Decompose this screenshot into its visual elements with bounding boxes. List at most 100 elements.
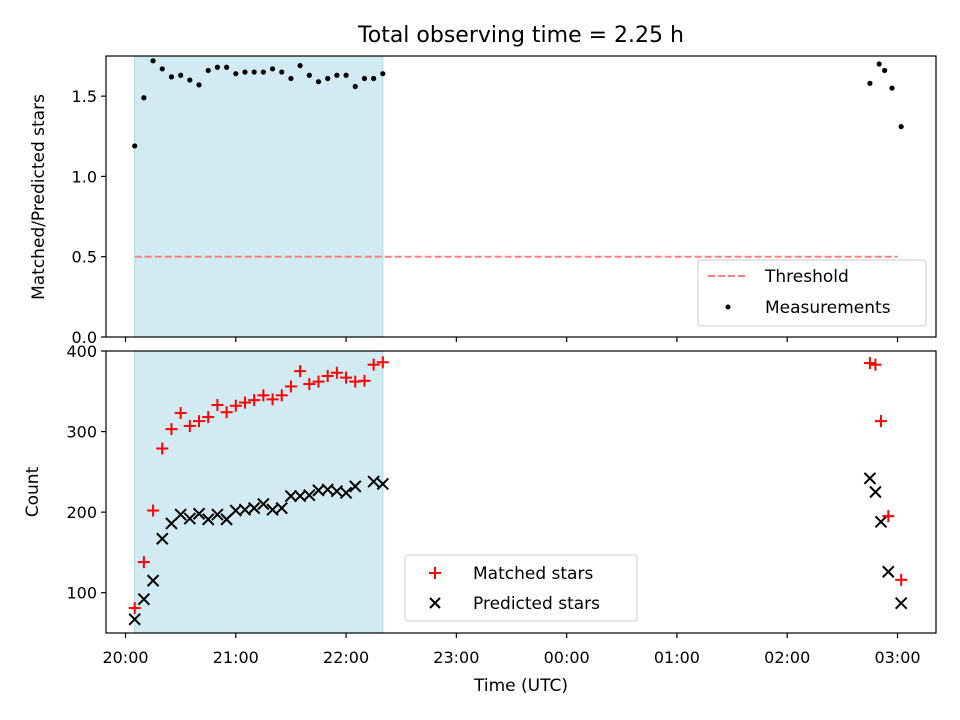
matched-star-point <box>248 394 261 407</box>
matched-star-point <box>193 415 206 428</box>
matched-star-point <box>340 371 353 384</box>
top-ytick-label: 0.5 <box>72 248 97 267</box>
measurement-point <box>876 61 882 67</box>
matched-star-point <box>882 510 895 523</box>
measurement-point <box>168 74 175 80</box>
predicted-star-point <box>367 475 380 488</box>
measurement-point <box>306 72 312 78</box>
xtick-label: 02:00 <box>764 648 810 667</box>
measurement-point <box>251 69 257 75</box>
predicted-star-point <box>156 532 169 545</box>
matched-star-point <box>367 358 380 371</box>
matched-star-point <box>330 366 343 379</box>
measurement-point <box>141 95 147 101</box>
top-ytick-label: 1.5 <box>72 87 97 106</box>
matched-star-point <box>275 389 288 402</box>
predicted-star-point <box>882 565 895 578</box>
xtick-label: 03:00 <box>874 648 920 667</box>
matched-star-point <box>229 399 242 412</box>
matched-star-point <box>220 406 233 419</box>
bottom-ytick-label: 300 <box>66 423 97 442</box>
matched-star-point <box>312 375 325 388</box>
measurement-point <box>882 67 888 74</box>
bottom-ytick-label: 400 <box>66 342 97 361</box>
matched-star-point <box>284 380 297 393</box>
predicted-star-point <box>211 508 224 521</box>
bottom-ylabel: Count <box>23 466 43 517</box>
legend-matched-swatch <box>429 567 441 579</box>
xtick-label: 21:00 <box>213 648 259 667</box>
measurement-point <box>288 75 294 82</box>
measurement-point <box>325 75 331 82</box>
xtick-label: 22:00 <box>323 648 369 667</box>
predicted-star-point <box>376 477 390 491</box>
matched-star-point <box>874 415 887 428</box>
measurement-point <box>205 67 211 74</box>
matched-star-point <box>321 369 334 382</box>
measurement-point <box>361 75 368 82</box>
top-ytick-label: 1.0 <box>72 167 97 186</box>
bottom-ytick-label: 200 <box>66 503 97 522</box>
predicted-star-point <box>137 592 151 606</box>
measurement-point <box>279 69 285 75</box>
matched-star-point <box>257 389 270 402</box>
xtick-label: 00:00 <box>544 648 590 667</box>
measurement-point <box>242 69 248 75</box>
predicted-star-point <box>894 596 908 610</box>
predicted-star-point <box>275 501 288 515</box>
top-legend-frame <box>697 259 927 327</box>
measurement-point <box>867 80 873 86</box>
matched-star-point <box>303 378 316 391</box>
legend-matched-label: Matched stars <box>473 564 593 584</box>
xtick-label: 20:00 <box>102 648 148 667</box>
measurement-point <box>214 64 221 70</box>
observing-interval-shade <box>134 55 384 338</box>
measurement-point <box>343 72 349 78</box>
chart-title: Total observing time = 2.25 h <box>357 23 684 48</box>
measurement-point <box>260 69 266 75</box>
bottom-legend-frame <box>404 554 638 622</box>
matched-star-point <box>174 407 187 420</box>
predicted-star-point <box>183 512 197 525</box>
matched-star-point <box>156 442 169 455</box>
measurement-point <box>196 82 202 88</box>
measurement-point <box>352 83 358 90</box>
predicted-star-point <box>869 485 882 499</box>
bottom-xlabel: Time (UTC) <box>473 676 568 696</box>
bottom-legend: Matched stars Predicted stars <box>404 554 638 622</box>
measurement-point <box>334 72 340 78</box>
matched-star-point <box>183 419 196 432</box>
predicted-star-point <box>202 513 215 526</box>
measurement-point <box>371 75 377 82</box>
predicted-star-point <box>174 508 187 521</box>
measurement-point <box>223 64 230 70</box>
matched-star-point <box>376 356 389 369</box>
predicted-star-point <box>247 501 261 515</box>
top-ytick-label: 0.0 <box>72 328 97 347</box>
matched-star-point <box>202 411 215 424</box>
predicted-star-point <box>303 489 316 502</box>
predicted-star-point <box>192 507 206 520</box>
measurement-point <box>159 66 165 72</box>
matched-star-point <box>358 374 371 387</box>
top-panel: 0.0 0.5 1.0 1.5 Matched/Predicted stars Thr… <box>29 55 937 347</box>
measurement-point <box>315 79 322 85</box>
top-plot-frame <box>105 55 937 338</box>
matched-star-point <box>294 365 307 378</box>
measurement-point <box>898 124 904 130</box>
legend-threshold-label: Threshold <box>764 267 849 287</box>
matched-star-point <box>238 396 251 409</box>
predicted-star-point <box>128 613 141 626</box>
predicted-star-point <box>146 574 160 587</box>
predicted-star-point <box>284 489 298 503</box>
predicted-star-point <box>257 497 270 511</box>
matched-star-point <box>137 556 150 569</box>
bottom-ytick-label: 100 <box>66 584 97 603</box>
predicted-star-point <box>339 486 353 500</box>
matched-star-point <box>863 357 876 370</box>
measurement-point <box>187 77 193 83</box>
measurement-point <box>269 66 276 72</box>
xtick-label: 23:00 <box>433 648 479 667</box>
measurement-point <box>233 71 239 77</box>
